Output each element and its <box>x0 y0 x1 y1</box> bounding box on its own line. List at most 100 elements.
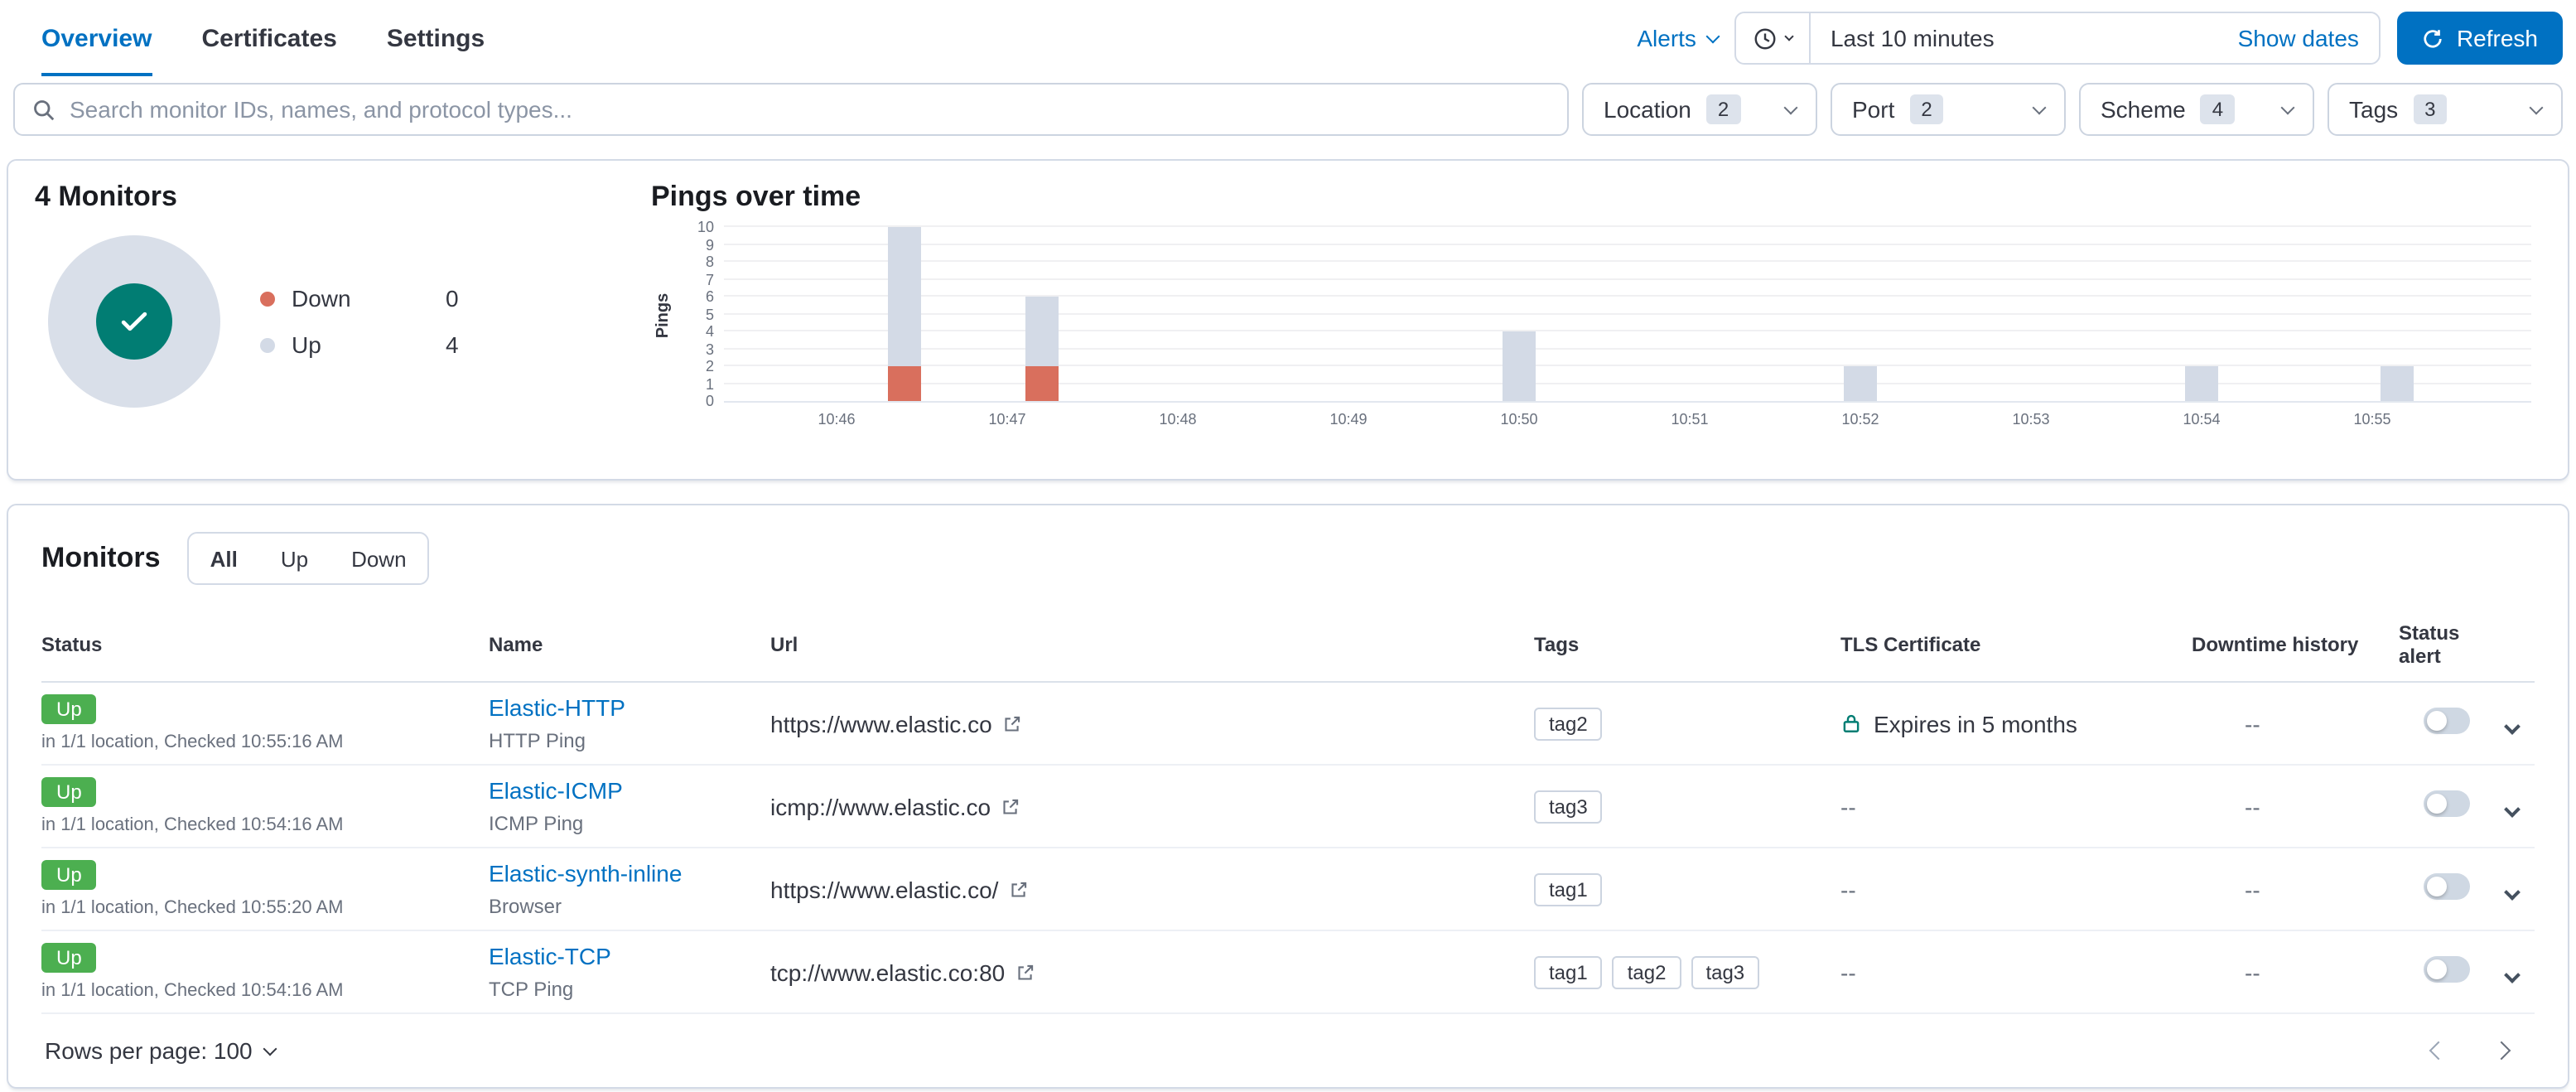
y-axis-tick: 1 <box>705 375 714 392</box>
column-header-status-alert: Status alert <box>2399 621 2460 668</box>
status-alert-toggle[interactable] <box>2424 708 2470 734</box>
x-axis-tick: 10:46 <box>818 411 856 428</box>
monitor-name-link[interactable]: Elastic-ICMP <box>489 777 623 804</box>
x-axis-tick: 10:50 <box>1500 411 1538 428</box>
ping-bar <box>1844 366 1877 401</box>
alerts-dropdown[interactable]: Alerts <box>1637 25 1720 51</box>
filter-label: Port <box>1852 96 1895 123</box>
alerts-label: Alerts <box>1637 25 1696 51</box>
status-cell: Up in 1/1 location, Checked 10:54:16 AM <box>41 777 489 835</box>
status-filter-button[interactable]: Down <box>330 534 428 583</box>
name-cell: Elastic-ICMP ICMP Ping <box>489 777 770 835</box>
monitor-url-link[interactable]: https://www.elastic.co <box>770 710 1534 737</box>
app-tab[interactable]: Overview <box>41 0 152 76</box>
filter-label: Scheme <box>2101 96 2186 123</box>
name-cell: Elastic-HTTP HTTP Ping <box>489 694 770 752</box>
toggle-knob <box>2427 794 2447 814</box>
tag-badge: tag3 <box>1691 955 1760 988</box>
filter-dropdown-button[interactable]: Scheme 4 <box>2079 83 2314 136</box>
status-alert-toggle[interactable] <box>2424 873 2470 900</box>
monitor-table-row: Up in 1/1 location, Checked 10:54:16 AM … <box>41 766 2535 848</box>
tls-text: Expires in 5 months <box>1874 710 2077 737</box>
search-box <box>13 83 1569 136</box>
monitors-table: Status Name Url Tags TLS Certificate Dow… <box>41 606 2535 1014</box>
monitor-table-row: Up in 1/1 location, Checked 10:54:16 AM … <box>41 931 2535 1014</box>
status-badge: Up <box>41 860 97 890</box>
column-header-tags: Tags <box>1534 633 1580 656</box>
ping-bar-down-segment <box>888 366 922 401</box>
monitor-name-link[interactable]: Elastic-TCP <box>489 943 611 969</box>
expand-row-chevron-icon[interactable] <box>2504 718 2521 734</box>
previous-page-button[interactable] <box>2429 1041 2448 1061</box>
downtime-cell: -- <box>2245 876 2260 902</box>
x-axis-tick: 10:48 <box>1159 411 1197 428</box>
monitor-type: HTTP Ping <box>489 729 586 752</box>
downtime-cell: -- <box>2245 710 2260 737</box>
expand-row-chevron-icon[interactable] <box>2504 883 2521 900</box>
y-axis-tick: 0 <box>705 393 714 409</box>
status-alert-toggle[interactable] <box>2424 956 2470 983</box>
quick-select-time-button[interactable] <box>1736 13 1811 63</box>
pings-over-time-chart: Pings 0 1 2 3 4 5 6 7 8 9 10 10:46 10:47 10:48 10:49 1… <box>651 220 2541 439</box>
y-axis-tick: 10 <box>697 219 714 235</box>
legend-item: Up 4 <box>260 331 459 358</box>
status-filter-button[interactable]: Up <box>259 534 330 583</box>
refresh-label: Refresh <box>2456 25 2538 51</box>
search-input[interactable] <box>70 96 1551 123</box>
refresh-button[interactable]: Refresh <box>2396 12 2563 65</box>
monitor-name-link[interactable]: Elastic-HTTP <box>489 694 625 721</box>
monitor-url-link[interactable]: icmp://www.elastic.co <box>770 793 1534 819</box>
time-range-button[interactable]: Last 10 minutes <box>1830 25 1995 51</box>
expand-cell <box>2498 710 2535 737</box>
status-badge: Up <box>41 777 97 807</box>
refresh-icon <box>2424 29 2442 47</box>
monitors-header: Monitors All Up Down <box>41 532 2535 585</box>
status-badge: Up <box>41 943 97 973</box>
show-dates-button[interactable]: Show dates <box>2237 25 2359 51</box>
y-axis-tick: 6 <box>705 288 714 305</box>
external-link-icon <box>1003 798 1019 814</box>
monitor-url-link[interactable]: https://www.elastic.co/ <box>770 876 1534 902</box>
y-axis-tick: 9 <box>705 236 714 253</box>
external-link-icon <box>1005 715 1020 731</box>
chevron-down-icon <box>263 1041 278 1056</box>
tls-text: -- <box>1840 959 1856 985</box>
monitor-url-link[interactable]: tcp://www.elastic.co:80 <box>770 959 1534 985</box>
monitors-panel: Monitors All Up Down Status Name Url Tag… <box>7 504 2569 1089</box>
x-axis-tick: 10:51 <box>1671 411 1709 428</box>
monitor-type: Browser <box>489 895 562 918</box>
ping-bar <box>888 227 922 401</box>
status-alert-cell <box>2399 708 2498 739</box>
x-axis-tick: 10:47 <box>988 411 1026 428</box>
expand-cell <box>2498 793 2535 819</box>
column-header-downtime-history: Downtime history <box>2192 633 2359 656</box>
next-page-button[interactable] <box>2492 1041 2511 1061</box>
expand-row-chevron-icon[interactable] <box>2504 800 2521 817</box>
monitor-name-link[interactable]: Elastic-synth-inline <box>489 860 683 887</box>
external-link-icon <box>1011 881 1026 896</box>
chevron-down-icon <box>2280 99 2295 114</box>
filter-dropdown-button[interactable]: Location 2 <box>1582 83 1817 136</box>
column-header-url: Url <box>770 633 798 656</box>
monitors-count-title: 4 Monitors <box>35 181 177 212</box>
status-filter-button[interactable]: All <box>189 534 259 583</box>
status-donut-chart <box>48 235 220 408</box>
tag-badge: tag3 <box>1534 790 1603 823</box>
expand-row-chevron-icon[interactable] <box>2504 966 2521 983</box>
status-cell: Up in 1/1 location, Checked 10:55:16 AM <box>41 694 489 752</box>
ping-bar <box>1503 331 1536 401</box>
ping-bar <box>1025 297 1059 401</box>
ping-bar-down-segment <box>1025 366 1059 401</box>
status-alert-toggle[interactable] <box>2424 790 2470 817</box>
app-tab[interactable]: Certificates <box>201 24 337 52</box>
tags-cell: tag2 <box>1534 707 1840 740</box>
status-cell: Up in 1/1 location, Checked 10:55:20 AM <box>41 860 489 918</box>
app-tab[interactable]: Settings <box>386 24 485 52</box>
filter-group: Location 2 Port 2 Scheme 4 Tags <box>1582 83 2563 136</box>
pings-chart-yticks: 0 1 2 3 4 5 6 7 8 9 10 <box>674 220 714 408</box>
filter-dropdown-button[interactable]: Port 2 <box>1831 83 2066 136</box>
rows-per-page-button[interactable]: Rows per page: 100 <box>45 1037 278 1064</box>
filter-dropdown-button[interactable]: Tags 3 <box>2328 83 2563 136</box>
all-up-badge <box>96 283 172 360</box>
